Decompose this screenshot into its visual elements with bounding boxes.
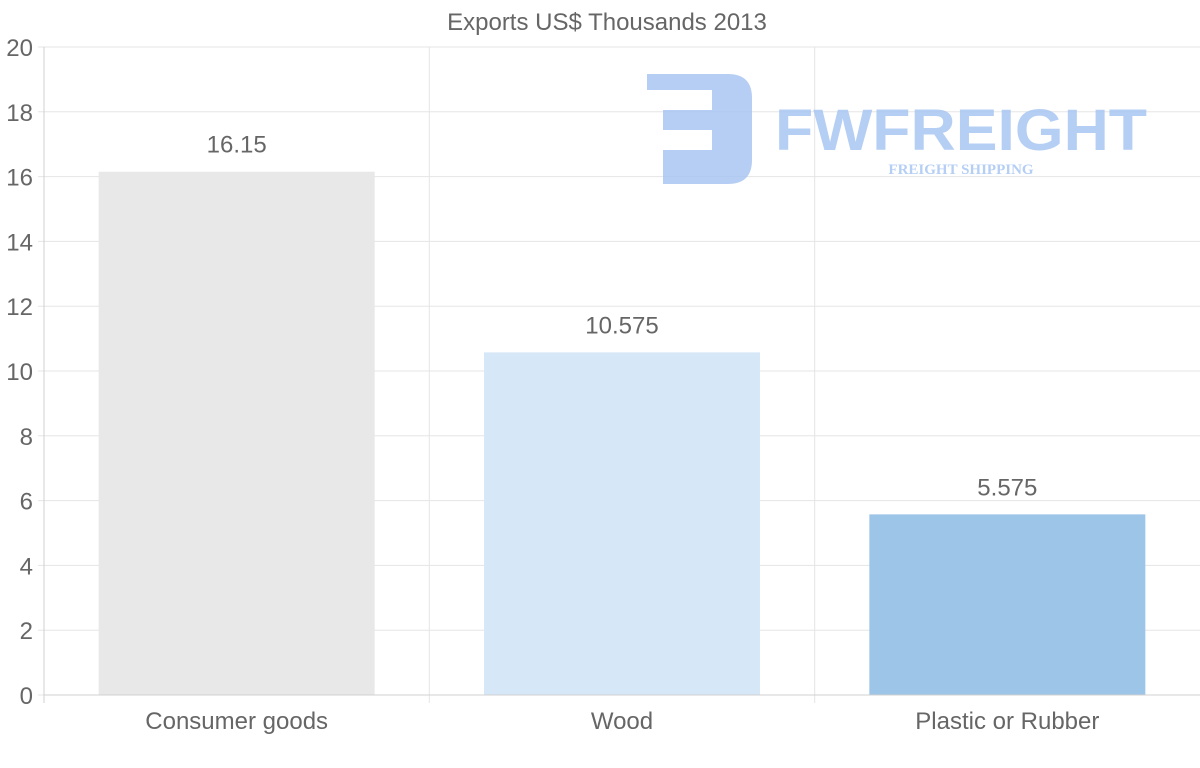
y-tick-label: 6 [20,489,33,516]
y-tick-label: 18 [6,100,33,127]
bar [869,514,1146,695]
y-tick-label: 20 [6,35,33,62]
y-tick-label: 16 [6,165,33,192]
y-tick-label: 2 [20,618,33,645]
y-tick-label: 10 [6,359,33,386]
watermark-tagline: FREIGHT SHIPPING [888,162,1033,178]
y-tick-label: 8 [20,424,33,451]
watermark-brand: FWFREIGHT [775,98,1147,163]
chart-title: Exports US$ Thousands 2013 [447,9,767,36]
x-tick-label: Wood [591,708,653,735]
y-tick-label: 4 [20,553,33,580]
data-label: 16.15 [207,132,267,159]
fwfreight-watermark-logo: FWFREIGHT FREIGHT SHIPPING [647,74,1147,184]
bar [98,171,375,696]
y-tick-label: 0 [20,683,33,710]
logo-mark-icon [647,74,752,184]
y-tick-label: 12 [6,294,33,321]
x-tick-label: Plastic or Rubber [915,708,1099,735]
axes: 0 2 4 6 8 10 12 14 16 18 20 16.15 Consumer goods 10.5… [6,35,1200,735]
bars [98,171,1146,696]
x-tick-label: Consumer goods [145,708,328,735]
bar [484,352,760,695]
data-label: 10.575 [585,312,658,339]
y-tick-label: 14 [6,229,33,256]
data-label: 5.575 [977,474,1037,501]
